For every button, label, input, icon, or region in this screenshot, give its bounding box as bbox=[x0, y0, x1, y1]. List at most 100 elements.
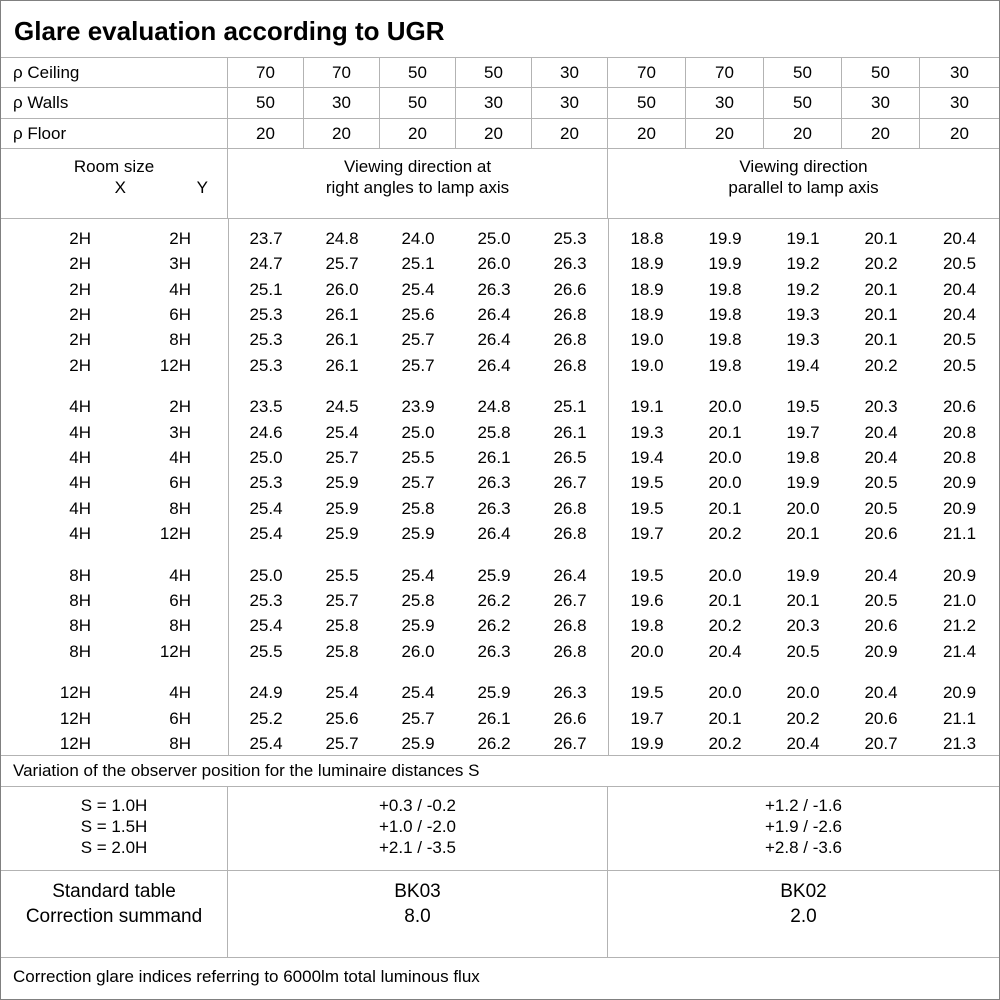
ugr-value-right-angles: 23.9 bbox=[401, 397, 435, 417]
ugr-value-right-angles: 25.8 bbox=[325, 641, 359, 661]
ugr-value-parallel: 19.0 bbox=[630, 330, 664, 350]
summary-value-right-angles: 8.0 bbox=[404, 905, 431, 927]
reflectance-row: ρ Ceiling 70 70 50 50 30 70 70 50 50 30 bbox=[1, 58, 999, 89]
ugr-value-right-angles: 26.4 bbox=[477, 355, 511, 375]
ugr-value-right-angles: 25.4 bbox=[249, 616, 283, 636]
ugr-value-parallel: 20.9 bbox=[942, 565, 977, 585]
room-size-cell: 2H 3H bbox=[1, 251, 228, 276]
ugr-value-right-angles: 25.8 bbox=[401, 498, 435, 518]
ugr-value-parallel: 20.6 bbox=[864, 524, 898, 544]
s-distance-label: S = 1.5H bbox=[80, 816, 148, 836]
room-y-value: 6H bbox=[169, 305, 191, 325]
ugr-value-right-angles: 26.4 bbox=[553, 565, 587, 585]
ugr-value-right-angles: 25.9 bbox=[325, 498, 359, 518]
room-x-value: 2H bbox=[69, 228, 91, 248]
ugr-row: 2H 12H 25.3 26.1 25.7 26.4 26.8 19.0 19.8 19.4 20.… bbox=[1, 353, 999, 378]
s-distance-label: S = 1.0H bbox=[80, 795, 148, 815]
column-divider-middle bbox=[608, 218, 609, 755]
ugr-value-parallel: 20.0 bbox=[708, 473, 742, 493]
column-divider-left bbox=[228, 218, 229, 755]
room-y-value: 4H bbox=[169, 279, 191, 299]
room-y-value: 8H bbox=[169, 733, 191, 753]
ugr-value-right-angles: 25.0 bbox=[401, 422, 435, 442]
ugr-value-right-angles: 26.0 bbox=[401, 641, 435, 661]
ugr-row: 2H 3H 24.7 25.7 25.1 26.0 26.3 18.9 19.9 19.2 20.2… bbox=[1, 251, 999, 276]
ugr-value-right-angles: 25.6 bbox=[325, 708, 359, 728]
room-x-value: 12H bbox=[59, 733, 91, 753]
ugr-row: 8H 6H 25.3 25.7 25.8 26.2 26.7 19.6 20.1 20.1 20.5… bbox=[1, 588, 999, 613]
room-x-value: 8H bbox=[69, 616, 91, 636]
reflectance-value: 30 bbox=[532, 88, 608, 118]
room-size-cell: 4H 6H bbox=[1, 470, 228, 495]
ugr-value-right-angles: 25.7 bbox=[401, 355, 435, 375]
reflectance-value: 30 bbox=[686, 88, 764, 118]
ugr-value-parallel: 19.1 bbox=[630, 397, 664, 417]
room-size-cell: 2H 2H bbox=[1, 226, 228, 251]
ugr-value-right-angles: 25.3 bbox=[249, 355, 283, 375]
room-y-value: 6H bbox=[169, 590, 191, 610]
ugr-value-parallel: 19.3 bbox=[786, 305, 820, 325]
room-y-value: 6H bbox=[169, 708, 191, 728]
ugr-value-right-angles: 26.1 bbox=[477, 708, 511, 728]
summary-row-label: Standard table bbox=[52, 880, 176, 902]
ugr-value-parallel: 20.0 bbox=[708, 565, 742, 585]
reflectance-value: 20 bbox=[842, 118, 920, 148]
ugr-value-parallel: 20.8 bbox=[942, 448, 977, 468]
room-x-value: 12H bbox=[59, 683, 91, 703]
ugr-value-parallel: 19.1 bbox=[786, 228, 820, 248]
ugr-value-parallel: 19.8 bbox=[708, 279, 742, 299]
ugr-value-parallel: 20.1 bbox=[708, 708, 742, 728]
column-header-band: Room size X Y Viewing direction at right… bbox=[1, 148, 999, 219]
ugr-value-right-angles: 24.0 bbox=[401, 228, 435, 248]
ugr-value-right-angles: 25.7 bbox=[325, 254, 359, 274]
parallel-header-line1: Viewing direction bbox=[739, 156, 868, 176]
summary-parallel-cell: BK02 2.0 bbox=[608, 871, 999, 957]
ugr-row: 4H 8H 25.4 25.9 25.8 26.3 26.8 19.5 20.1 20.0 20.5… bbox=[1, 496, 999, 521]
reflectance-value: 50 bbox=[608, 88, 686, 118]
ugr-value-right-angles: 26.7 bbox=[553, 590, 587, 610]
room-y-value: 4H bbox=[169, 683, 191, 703]
ugr-value-right-angles: 26.1 bbox=[477, 448, 511, 468]
reflectance-row-label: ρ Floor bbox=[1, 118, 228, 148]
right-angles-header-line2: right angles to lamp axis bbox=[325, 177, 510, 197]
ugr-value-parallel: 21.4 bbox=[942, 641, 977, 661]
ugr-value-parallel: 20.1 bbox=[708, 590, 742, 610]
ugr-value-right-angles: 25.1 bbox=[401, 254, 435, 274]
room-y-value: 12H bbox=[159, 355, 191, 375]
ugr-value-right-angles: 25.1 bbox=[553, 397, 587, 417]
room-y-value: 2H bbox=[169, 397, 191, 417]
reflectance-value: 20 bbox=[686, 118, 764, 148]
ugr-value-right-angles: 26.3 bbox=[477, 498, 511, 518]
ugr-value-right-angles: 26.1 bbox=[325, 305, 359, 325]
reflectance-value: 30 bbox=[456, 88, 532, 118]
room-y-value: 12H bbox=[159, 524, 191, 544]
ugr-value-parallel: 19.8 bbox=[630, 616, 664, 636]
ugr-value-right-angles: 25.4 bbox=[325, 422, 359, 442]
ugr-value-parallel: 20.2 bbox=[864, 254, 898, 274]
ugr-value-parallel: 19.3 bbox=[630, 422, 664, 442]
reflectance-value: 30 bbox=[304, 88, 380, 118]
ugr-value-parallel: 19.8 bbox=[708, 305, 742, 325]
ugr-value-parallel: 20.1 bbox=[864, 330, 898, 350]
ugr-value-right-angles: 25.4 bbox=[249, 733, 283, 753]
room-x-value: 8H bbox=[69, 565, 91, 585]
room-x-value: 4H bbox=[69, 498, 91, 518]
room-size-cell: 4H 12H bbox=[1, 521, 228, 546]
x-axis-label: X bbox=[114, 177, 126, 197]
ugr-value-right-angles: 26.3 bbox=[477, 473, 511, 493]
s-correction-parallel: +1.2 / -1.6 bbox=[764, 795, 843, 815]
ugr-value-right-angles: 25.5 bbox=[249, 641, 283, 661]
ugr-value-parallel: 20.5 bbox=[864, 498, 898, 518]
ugr-value-parallel: 19.3 bbox=[786, 330, 820, 350]
ugr-value-parallel: 18.8 bbox=[630, 228, 664, 248]
ugr-row-group: 12H 4H 24.9 25.4 25.4 25.9 26.3 19.5 20.0 20.0 20.… bbox=[1, 680, 999, 756]
ugr-value-right-angles: 25.0 bbox=[249, 565, 283, 585]
reflectance-value: 70 bbox=[304, 58, 380, 88]
ugr-value-right-angles: 25.9 bbox=[401, 524, 435, 544]
room-y-value: 3H bbox=[169, 254, 191, 274]
ugr-value-right-angles: 25.3 bbox=[553, 228, 587, 248]
ugr-value-right-angles: 25.6 bbox=[401, 305, 435, 325]
reflectance-value: 50 bbox=[380, 58, 456, 88]
observer-variation-section: S = 1.0H S = 1.5H S = 2.0H +0.3 / -0.2 +1.0… bbox=[1, 786, 999, 871]
summary-section: Standard table Correction summand BK03 8.0… bbox=[1, 870, 999, 958]
